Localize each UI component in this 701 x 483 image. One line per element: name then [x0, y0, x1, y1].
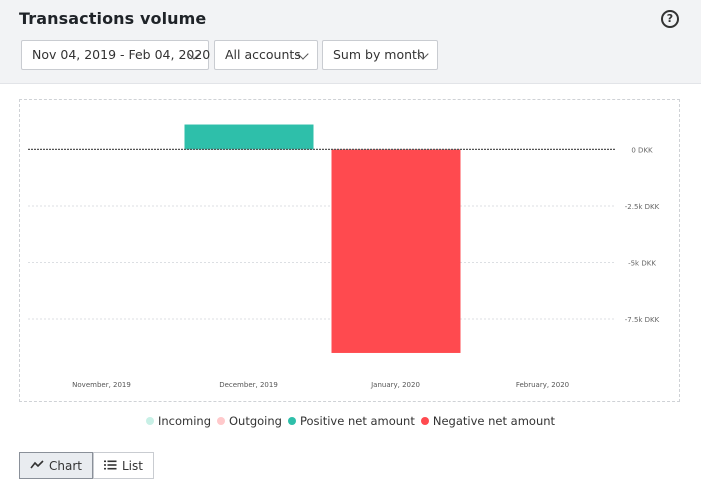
y-tick-label: -5k DKK — [628, 259, 656, 267]
x-tick-label: January, 2020 — [370, 381, 420, 389]
date-range-dropdown[interactable]: Nov 04, 2019 - Feb 04, 2020 — [21, 40, 211, 70]
chart-area: 0 DKK -2.5k DKK -5k DKK -7.5k DKK November, … — [19, 99, 680, 402]
legend-item[interactable]: Outgoing — [217, 414, 282, 428]
legend-dot — [420, 417, 429, 425]
legend-item[interactable]: Positive net amount — [287, 414, 415, 428]
widget-header: Transactions volume ? Nov 04, 2019 - Feb… — [0, 0, 701, 84]
accounts-dropdown[interactable]: All accounts — [214, 40, 318, 70]
y-tick-label: -2.5k DKK — [625, 203, 660, 211]
date-range-value: Nov 04, 2019 - Feb 04, 2020 — [32, 47, 211, 62]
legend-dot — [145, 417, 154, 425]
legend-dot — [217, 417, 225, 425]
help-icon[interactable]: ? — [661, 10, 679, 28]
view-toggle: Chart List — [19, 452, 154, 479]
bar — [331, 149, 461, 353]
y-tick-label: 0 DKK — [631, 146, 653, 154]
x-tick-label: December, 2019 — [219, 381, 278, 389]
legend-label: Positive net amount — [299, 414, 415, 428]
widget-title: Transactions volume — [19, 9, 207, 28]
list-icon — [103, 459, 117, 473]
legend-item[interactable]: Incoming — [145, 414, 211, 428]
legend-item[interactable]: Negative net amount — [420, 414, 556, 428]
aggregation-value: Sum by month — [333, 47, 425, 62]
aggregation-dropdown[interactable]: Sum by month — [322, 40, 438, 70]
x-tick-label: February, 2020 — [516, 381, 569, 389]
list-view-label: List — [121, 458, 143, 473]
chart-legend: Incoming Outgoing Positive net amount Negat… — [0, 414, 701, 428]
chart-line-icon — [30, 459, 44, 473]
y-tick-label: -7.5k DKK — [625, 316, 660, 324]
bar — [184, 124, 314, 150]
legend-label: Negative net amount — [432, 414, 556, 428]
x-tick-label: November, 2019 — [72, 381, 131, 389]
legend-label: Outgoing — [229, 414, 282, 428]
accounts-value: All accounts — [225, 47, 301, 62]
legend-label: Incoming — [157, 414, 211, 428]
legend-dot — [287, 417, 296, 425]
bar-chart: 0 DKK -2.5k DKK -5k DKK -7.5k DKK November, … — [28, 124, 660, 389]
chart-view-button[interactable]: Chart — [19, 452, 93, 479]
chart-view-label: Chart — [49, 458, 82, 473]
list-view-button[interactable]: List — [92, 452, 154, 479]
